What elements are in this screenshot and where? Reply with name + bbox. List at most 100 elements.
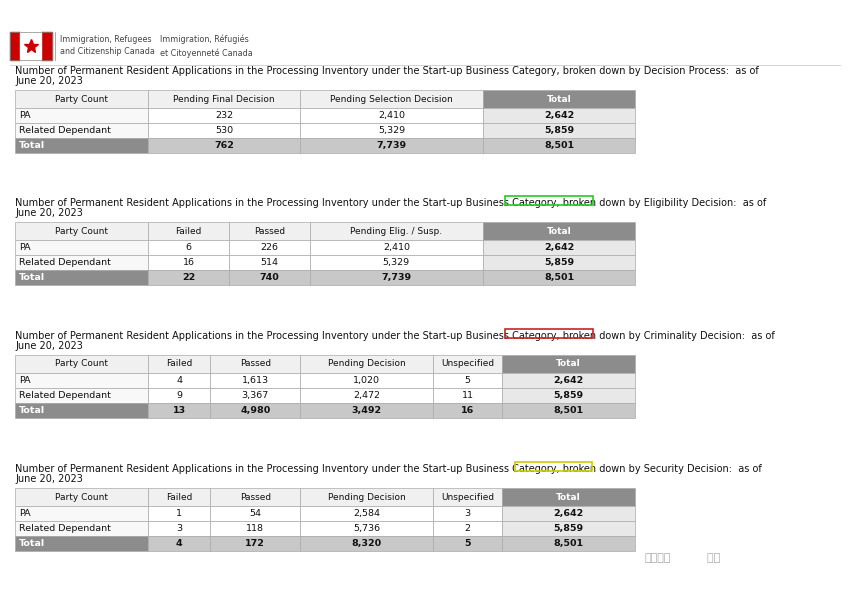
Bar: [300, 355, 434, 373]
Text: 8,501: 8,501: [544, 273, 574, 282]
Bar: [15, 536, 148, 551]
Text: 232: 232: [215, 111, 233, 120]
Bar: [148, 355, 210, 373]
Bar: [210, 373, 300, 388]
Text: 9: 9: [176, 391, 182, 400]
Bar: [434, 403, 502, 418]
Text: 22: 22: [182, 273, 196, 282]
Bar: [309, 240, 483, 255]
Text: 118: 118: [246, 524, 264, 533]
Text: 4: 4: [176, 376, 182, 385]
Bar: [300, 373, 434, 388]
Text: 530: 530: [215, 126, 233, 135]
Bar: [434, 521, 502, 536]
Text: 2,642: 2,642: [544, 111, 574, 120]
Bar: [434, 388, 502, 403]
Bar: [15, 255, 148, 270]
Text: 4: 4: [176, 539, 183, 548]
Text: 1,020: 1,020: [354, 376, 380, 385]
Bar: [15, 138, 148, 153]
Text: PA: PA: [19, 509, 31, 518]
Bar: [502, 506, 635, 521]
Text: Total: Total: [19, 539, 45, 548]
Text: 16: 16: [461, 406, 474, 415]
Text: PA: PA: [19, 243, 31, 252]
Text: 13: 13: [173, 406, 186, 415]
Text: 2,642: 2,642: [553, 509, 583, 518]
Bar: [15, 108, 148, 123]
Bar: [148, 403, 210, 418]
Bar: [300, 108, 483, 123]
Bar: [15, 373, 148, 388]
Bar: [15, 270, 148, 285]
Bar: [300, 138, 483, 153]
Bar: [229, 240, 309, 255]
Bar: [210, 536, 300, 551]
Text: Passed: Passed: [240, 359, 271, 368]
Text: 4,980: 4,980: [240, 406, 270, 415]
Bar: [483, 240, 635, 255]
Text: 8,320: 8,320: [352, 539, 382, 548]
Text: Unspecified: Unspecified: [441, 493, 494, 502]
Text: Immigration, Refugees
and Citizenship Canada: Immigration, Refugees and Citizenship Ca…: [60, 35, 155, 56]
Text: Party Count: Party Count: [55, 95, 108, 104]
Text: 3,367: 3,367: [241, 391, 269, 400]
Bar: [148, 240, 229, 255]
Bar: [15, 388, 148, 403]
Text: June 20, 2023: June 20, 2023: [15, 341, 82, 351]
Text: Number of Permanent Resident Applications in the Processing Inventory under the : Number of Permanent Resident Application…: [15, 331, 774, 341]
Bar: [10, 32, 52, 60]
Bar: [483, 108, 635, 123]
Text: Failed: Failed: [166, 359, 192, 368]
Text: 5,859: 5,859: [553, 524, 583, 533]
Bar: [502, 373, 635, 388]
Bar: [15, 123, 148, 138]
Text: Total: Total: [19, 273, 45, 282]
Bar: [300, 536, 434, 551]
Text: 762: 762: [214, 141, 235, 150]
Bar: [502, 536, 635, 551]
Bar: [309, 222, 483, 240]
Bar: [15, 90, 148, 108]
Text: 2,410: 2,410: [382, 243, 410, 252]
Bar: [15, 355, 148, 373]
Text: 8,501: 8,501: [553, 539, 583, 548]
Text: Pending Decision: Pending Decision: [328, 493, 405, 502]
Text: 3: 3: [465, 509, 471, 518]
Bar: [229, 270, 309, 285]
Text: Number of Permanent Resident Applications in the Processing Inventory under the : Number of Permanent Resident Application…: [15, 198, 766, 208]
Text: 5: 5: [465, 376, 471, 385]
Text: 5,859: 5,859: [553, 391, 583, 400]
Text: 54: 54: [249, 509, 261, 518]
Text: 514: 514: [260, 258, 278, 267]
Bar: [229, 255, 309, 270]
Text: 5,736: 5,736: [354, 524, 381, 533]
Text: Total: Total: [19, 141, 45, 150]
Bar: [148, 255, 229, 270]
Bar: [15, 521, 148, 536]
Bar: [300, 506, 434, 521]
Bar: [42, 32, 52, 60]
Text: 5,329: 5,329: [378, 126, 405, 135]
Text: Total: Total: [556, 359, 581, 368]
Bar: [229, 222, 309, 240]
Bar: [15, 222, 148, 240]
Text: Related Dependant: Related Dependant: [19, 258, 111, 267]
Text: 8,501: 8,501: [553, 406, 583, 415]
Text: Pending Selection Decision: Pending Selection Decision: [331, 95, 453, 104]
Text: 7,739: 7,739: [382, 273, 411, 282]
Text: 3,492: 3,492: [352, 406, 382, 415]
Bar: [210, 488, 300, 506]
Text: 1: 1: [176, 509, 182, 518]
Text: Related Dependant: Related Dependant: [19, 126, 111, 135]
Bar: [300, 90, 483, 108]
Bar: [15, 488, 148, 506]
Text: 2,410: 2,410: [378, 111, 405, 120]
Bar: [148, 521, 210, 536]
Text: 方向: 方向: [700, 553, 720, 563]
Bar: [148, 222, 229, 240]
Bar: [148, 488, 210, 506]
Bar: [15, 506, 148, 521]
Text: 加成移民: 加成移民: [645, 553, 672, 563]
Bar: [148, 536, 210, 551]
